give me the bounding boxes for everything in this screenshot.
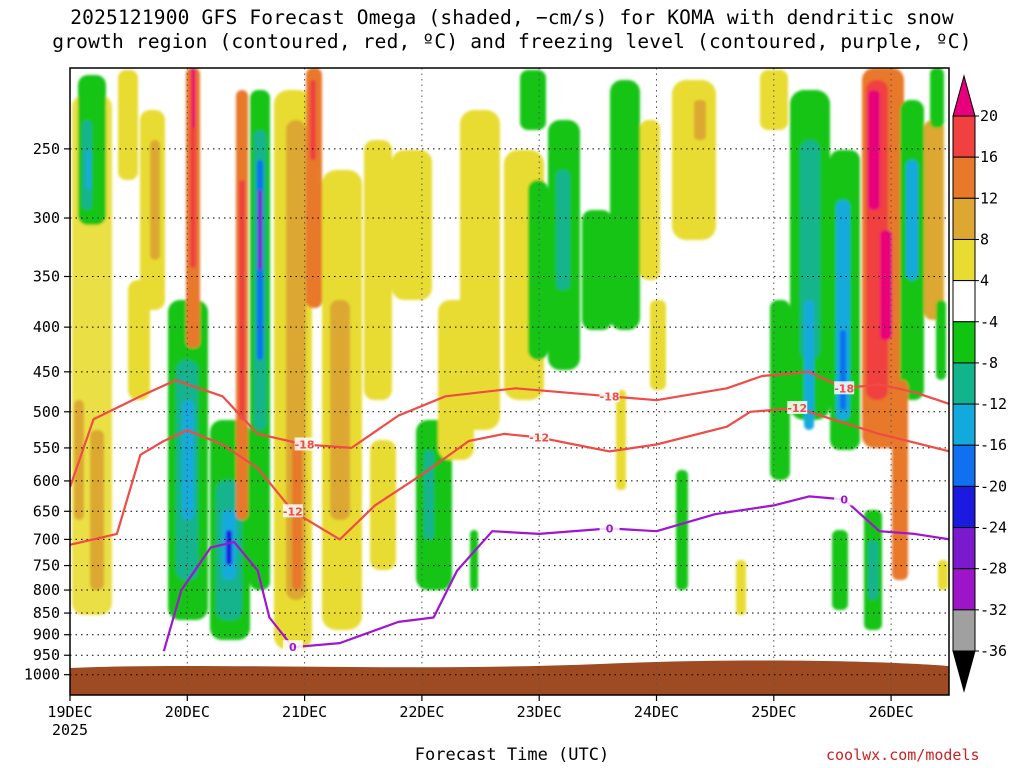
colorbar-label: -16	[980, 436, 1007, 454]
temperature-contours: -18 -18 -18 -12 -12 -12 0 0 0	[70, 370, 949, 654]
colorbar-swatch	[952, 568, 976, 611]
x-year-label: 2025	[52, 721, 88, 739]
colorbar-swatch	[952, 280, 976, 323]
x-axis-title: Forecast Time (UTC)	[414, 745, 610, 765]
y-tick-label: 600	[33, 472, 60, 490]
contour-label-bg	[282, 640, 303, 654]
x-tick-label: 20DEC	[165, 703, 210, 721]
colorbar-label: -4	[980, 313, 998, 331]
y-tick-label: 350	[33, 267, 60, 285]
colorbar-swatch	[952, 197, 976, 240]
contour-label-bg	[599, 389, 620, 403]
contour-line--18	[70, 370, 949, 488]
colorbar-swatch	[952, 321, 976, 364]
contour-label: -18	[295, 438, 315, 451]
x-tick-label: 26DEC	[869, 703, 914, 721]
y-tick-label: 650	[33, 502, 60, 520]
colorbar-label: -24	[980, 519, 1007, 537]
x-tick-label: 21DEC	[282, 703, 327, 721]
colorbar-bottom-arrow	[952, 650, 976, 693]
contour-label: -12	[529, 431, 549, 444]
y-tick-label: 950	[33, 646, 60, 664]
contour-label: -12	[283, 505, 303, 518]
y-tick-label: 250	[33, 140, 60, 158]
y-axis: 250 300 350 400 450 500 550 600 650 700 750 800 850 9…	[24, 140, 70, 684]
colorbar: 20 16 12 8 4 -4 -8 -12 -16 -20 -24 -28 -32 -36	[952, 74, 1007, 693]
contour-label: -18	[834, 382, 854, 395]
credit-link[interactable]: coolwx.com/models	[826, 746, 980, 764]
colorbar-label: -32	[980, 601, 1007, 619]
contour-line-0	[162, 495, 949, 652]
x-tick-label: 23DEC	[517, 703, 562, 721]
colorbar-swatch	[952, 444, 976, 487]
colorbar-label: 20	[980, 107, 998, 125]
y-tick-label: 400	[33, 318, 60, 336]
contour-label: -12	[787, 402, 807, 415]
ground-surface	[70, 660, 949, 695]
y-tick-label: 450	[33, 363, 60, 381]
contour-label: 0	[606, 522, 614, 535]
colorbar-swatch	[952, 362, 976, 405]
colorbar-label: -12	[980, 395, 1007, 413]
colorbar-swatch	[952, 115, 976, 158]
x-tick-label: 19DEC	[47, 703, 92, 721]
x-tick-label: 22DEC	[399, 703, 444, 721]
plot-frame	[69, 67, 950, 696]
contour-label-bg	[294, 437, 315, 451]
y-tick-label: 700	[33, 530, 60, 548]
chart-title-line-2: growth region (contoured, red, ºC) and f…	[52, 30, 972, 53]
y-tick-label: 850	[33, 604, 60, 622]
y-tick-label: 900	[33, 626, 60, 644]
contour-line--12	[70, 406, 949, 546]
y-tick-label: 800	[33, 581, 60, 599]
colorbar-label: -20	[980, 477, 1007, 495]
contour-label: 0	[840, 493, 848, 506]
colorbar-swatch	[952, 527, 976, 570]
y-tick-label: 300	[33, 209, 60, 227]
colorbar-swatch	[952, 485, 976, 529]
y-tick-label: 500	[33, 403, 60, 421]
contour-label-bg	[787, 400, 808, 414]
colorbar-label: 8	[980, 230, 989, 248]
colorbar-label: 12	[980, 189, 998, 207]
omega-shading	[72, 68, 948, 650]
colorbar-top-arrow	[952, 74, 976, 117]
contour-label-bg	[834, 492, 855, 506]
y-tick-label: 550	[33, 439, 60, 457]
x-tick-label: 25DEC	[751, 703, 796, 721]
contour-label-bg	[529, 430, 550, 444]
chart-title-line-1: 2025121900 GFS Forecast Omega (shaded, −…	[70, 6, 954, 29]
contour-label: -18	[600, 390, 620, 403]
colorbar-swatch	[952, 156, 976, 199]
colorbar-label: 4	[980, 272, 989, 290]
contour-label: 0	[289, 641, 297, 654]
colorbar-label: 16	[980, 148, 998, 166]
x-tick-label: 24DEC	[634, 703, 679, 721]
contour-label-bg	[599, 521, 620, 535]
colorbar-swatch	[952, 609, 976, 652]
contour-label-bg	[282, 504, 303, 518]
colorbar-label: -28	[980, 560, 1007, 578]
colorbar-label: -36	[980, 642, 1007, 660]
colorbar-swatch	[952, 238, 976, 282]
x-axis: 19DEC 20DEC 21DEC 22DEC 23DEC 24DEC 25DEC 26DEC…	[47, 695, 914, 739]
y-tick-label: 1000	[24, 666, 60, 684]
y-tick-label: 750	[33, 557, 60, 575]
colorbar-label: -8	[980, 354, 998, 372]
colorbar-swatch	[952, 403, 976, 446]
contour-label-bg	[834, 381, 855, 395]
